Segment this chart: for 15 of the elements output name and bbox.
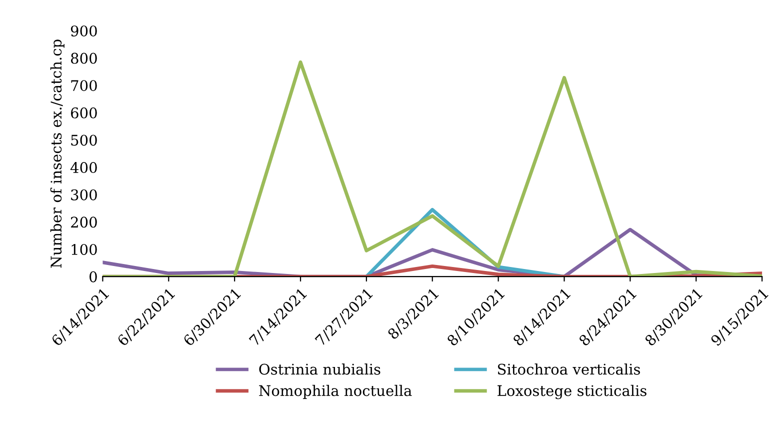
legend-label: Loxostege sticticalis bbox=[498, 384, 646, 400]
y-tick-label: 0 bbox=[90, 271, 97, 282]
y-tick-label: 600 bbox=[70, 107, 97, 118]
y-tick-label: 500 bbox=[71, 134, 97, 146]
legend-label: Sitochroa verticalis bbox=[498, 363, 640, 375]
legend-label: Ostrinia nubialis bbox=[259, 363, 380, 375]
legend-label: Nomophila noctuella bbox=[259, 384, 412, 399]
y-axis-title: Number of insects ex./catch.cp bbox=[50, 40, 64, 268]
y-tick-label: 100 bbox=[72, 244, 97, 255]
y-tick-label: 800 bbox=[70, 52, 97, 64]
y-tick-label: 900 bbox=[70, 25, 97, 36]
y-tick-label: 300 bbox=[71, 189, 97, 200]
y-tick-label: 400 bbox=[70, 162, 97, 174]
y-tick-label: 200 bbox=[70, 216, 97, 228]
y-tick-label: 700 bbox=[71, 80, 97, 92]
